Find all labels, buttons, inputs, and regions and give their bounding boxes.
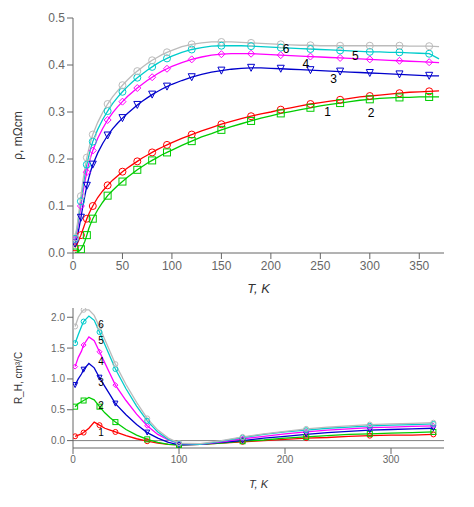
svg-text:0: 0 [70, 454, 76, 465]
svg-text:T, K: T, K [249, 478, 269, 490]
svg-text:R_H, cm³/C: R_H, cm³/C [13, 352, 24, 404]
svg-text:100: 100 [162, 259, 182, 273]
svg-text:5: 5 [352, 49, 359, 63]
svg-text:0.0: 0.0 [51, 435, 65, 446]
svg-text:0.5: 0.5 [48, 11, 65, 25]
svg-text:6: 6 [98, 319, 104, 330]
svg-text:4: 4 [98, 356, 104, 367]
svg-text:0.3: 0.3 [48, 105, 65, 119]
svg-text:0.0: 0.0 [48, 246, 65, 260]
svg-text:50: 50 [116, 259, 130, 273]
svg-text:0.5: 0.5 [51, 404, 65, 415]
svg-text:1.5: 1.5 [51, 343, 65, 354]
svg-text:200: 200 [261, 259, 281, 273]
svg-text:250: 250 [310, 259, 330, 273]
svg-text:300: 300 [360, 259, 380, 273]
svg-text:2: 2 [98, 400, 104, 411]
svg-text:1.0: 1.0 [51, 373, 65, 384]
svg-text:0.4: 0.4 [48, 58, 65, 72]
svg-text:100: 100 [171, 454, 188, 465]
svg-text:3: 3 [330, 72, 337, 86]
svg-text:3: 3 [98, 377, 104, 388]
svg-text:T, K: T, K [247, 281, 271, 296]
svg-text:300: 300 [383, 454, 400, 465]
svg-text:0.2: 0.2 [48, 152, 65, 166]
svg-text:5: 5 [98, 335, 104, 346]
svg-text:1: 1 [98, 427, 104, 438]
svg-text:2.0: 2.0 [51, 312, 65, 323]
svg-text:6: 6 [283, 42, 290, 56]
svg-text:ρ, mΩcm: ρ, mΩcm [11, 111, 25, 159]
svg-text:0.1: 0.1 [48, 199, 65, 213]
svg-text:150: 150 [211, 259, 231, 273]
svg-text:200: 200 [277, 454, 294, 465]
svg-text:0: 0 [70, 259, 77, 273]
svg-text:1: 1 [324, 105, 331, 119]
svg-text:350: 350 [409, 259, 429, 273]
svg-text:2: 2 [368, 106, 375, 120]
svg-text:4: 4 [303, 57, 310, 71]
